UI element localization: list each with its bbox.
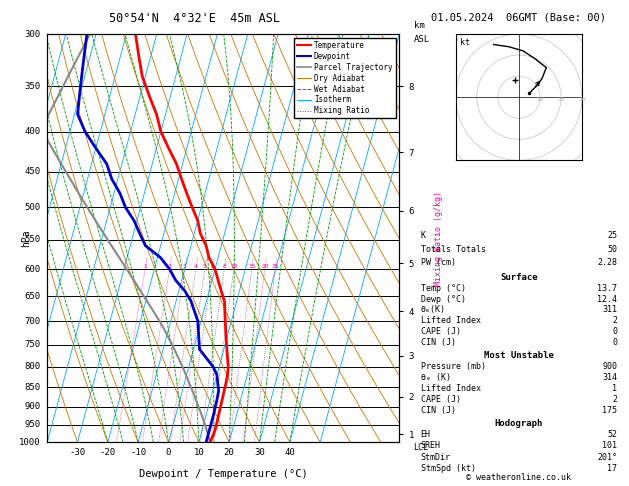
Text: 2: 2 [168,264,172,269]
Text: 101: 101 [603,441,617,451]
Text: 20: 20 [261,264,269,269]
Text: K: K [421,231,426,240]
Text: 0: 0 [612,338,617,347]
Text: 6: 6 [211,264,214,269]
Text: EH: EH [421,430,430,439]
Text: 311: 311 [603,305,617,314]
Text: 400: 400 [24,127,40,136]
Text: 30: 30 [254,449,265,457]
Text: 4: 4 [194,264,198,269]
Text: Dewp (°C): Dewp (°C) [421,295,465,304]
Text: PW (cm): PW (cm) [421,259,455,267]
Text: 175: 175 [603,405,617,415]
Text: Hodograph: Hodograph [495,419,543,428]
Text: -30: -30 [69,449,86,457]
Text: StmDir: StmDir [421,452,450,462]
Text: 52: 52 [608,430,617,439]
Text: StmSpd (kt): StmSpd (kt) [421,464,476,473]
Text: 600: 600 [24,264,40,274]
Text: 650: 650 [24,292,40,301]
Text: CAPE (J): CAPE (J) [421,395,460,404]
Text: Lifted Index: Lifted Index [421,316,481,325]
Text: 0: 0 [166,449,171,457]
Text: 2: 2 [612,316,617,325]
Text: CAPE (J): CAPE (J) [421,327,460,336]
Text: 01.05.2024  06GMT (Base: 00): 01.05.2024 06GMT (Base: 00) [431,12,606,22]
Text: 50°54'N  4°32'E  45m ASL: 50°54'N 4°32'E 45m ASL [109,12,281,25]
Text: © weatheronline.co.uk: © weatheronline.co.uk [467,473,571,482]
Text: -10: -10 [130,449,146,457]
Text: 900: 900 [603,362,617,371]
Text: θₑ(K): θₑ(K) [421,305,445,314]
Text: 20: 20 [557,97,565,103]
Text: 450: 450 [24,167,40,176]
Legend: Temperature, Dewpoint, Parcel Trajectory, Dry Adiabat, Wet Adiabat, Isotherm, Mi: Temperature, Dewpoint, Parcel Trajectory… [294,38,396,119]
Text: Surface: Surface [500,273,538,282]
Text: Lifted Index: Lifted Index [421,383,481,393]
Text: SREH: SREH [421,441,440,451]
Text: CIN (J): CIN (J) [421,338,455,347]
Text: 314: 314 [603,373,617,382]
Text: -20: -20 [100,449,116,457]
Text: 10: 10 [537,97,543,103]
Text: Totals Totals: Totals Totals [421,244,486,254]
Text: 1: 1 [612,383,617,393]
Text: km: km [413,21,424,30]
Text: 12.4: 12.4 [598,295,617,304]
Text: 50: 50 [608,244,617,254]
Text: Dewpoint / Temperature (°C): Dewpoint / Temperature (°C) [139,469,308,479]
Text: kt: kt [460,38,469,47]
Text: 201°: 201° [598,452,617,462]
Text: 1: 1 [143,264,147,269]
Text: 700: 700 [24,317,40,326]
Text: 850: 850 [24,382,40,392]
Text: hPa: hPa [21,229,31,247]
Text: 1000: 1000 [19,438,40,447]
Text: Most Unstable: Most Unstable [484,351,554,360]
Text: 0: 0 [612,327,617,336]
Text: 30: 30 [578,97,586,103]
Text: 800: 800 [24,362,40,371]
Text: 17: 17 [608,464,617,473]
Text: 13.7: 13.7 [598,284,617,293]
Text: 25: 25 [272,264,279,269]
Text: 8: 8 [223,264,226,269]
Text: 300: 300 [24,30,40,38]
Text: 15: 15 [248,264,255,269]
Text: CIN (J): CIN (J) [421,405,455,415]
Text: 750: 750 [24,340,40,349]
Text: θₑ (K): θₑ (K) [421,373,450,382]
Text: Pressure (mb): Pressure (mb) [421,362,486,371]
Text: 10: 10 [194,449,204,457]
Text: 500: 500 [24,203,40,212]
Text: 950: 950 [24,420,40,429]
Text: 550: 550 [24,235,40,244]
Text: Mixing Ratio (g/kg): Mixing Ratio (g/kg) [433,191,443,286]
Text: 3: 3 [183,264,187,269]
Text: Temp (°C): Temp (°C) [421,284,465,293]
Text: LCL: LCL [413,443,428,452]
Text: 20: 20 [224,449,235,457]
Text: 25: 25 [608,231,617,240]
Text: 40: 40 [284,449,295,457]
Text: 10: 10 [230,264,238,269]
Text: 350: 350 [24,82,40,91]
Text: ASL: ASL [413,35,430,44]
Text: 5: 5 [203,264,207,269]
Text: 2.28: 2.28 [598,259,617,267]
Text: 2: 2 [612,395,617,404]
Text: 900: 900 [24,402,40,411]
